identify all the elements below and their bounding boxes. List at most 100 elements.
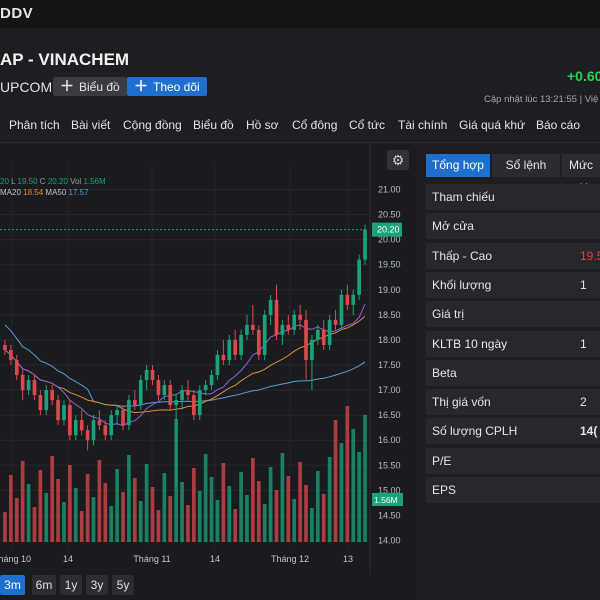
tab-summary[interactable]: Tổng hợp xyxy=(426,154,490,177)
candle-body xyxy=(292,314,297,330)
candle-body xyxy=(97,420,102,426)
summary-row-label: P/E xyxy=(432,453,452,468)
volume-bar xyxy=(251,458,255,542)
brand-logo[interactable]: DDV xyxy=(0,5,34,22)
summary-row-value: 2 xyxy=(580,395,587,410)
volume-bar xyxy=(132,478,137,542)
candle-body xyxy=(109,415,114,436)
tab-reports[interactable]: Báo cáo xyxy=(536,118,581,132)
candle-body xyxy=(209,375,214,386)
ohlc-readout: 20 L 19.50 C 20.20 Vol 1.56M xyxy=(0,177,106,186)
summary-row: Số lượng CPLH 14( xyxy=(426,418,600,445)
candle-body xyxy=(3,344,7,350)
candlestick-chart[interactable]: 21.00 20.50 20.00 19.50 19.00 18.50 18.00 17.50… xyxy=(0,144,416,600)
tab-price-history[interactable]: Giá quá khứ xyxy=(459,118,526,132)
candle-body xyxy=(363,229,367,260)
summary-row-value: 14( xyxy=(580,424,598,439)
chart-button[interactable]: ＋ Biểu đồ xyxy=(53,77,127,96)
candle-body xyxy=(14,359,19,376)
range-6m[interactable]: 6m xyxy=(32,575,56,595)
volume-bar xyxy=(221,463,226,542)
candle-body xyxy=(103,425,108,436)
candle-body xyxy=(73,420,78,436)
candle-body xyxy=(304,319,308,360)
y-tick-label: 16.50 xyxy=(378,410,401,420)
volume-bar xyxy=(180,482,184,542)
candle-body xyxy=(256,329,261,355)
tab-articles[interactable]: Bài viết xyxy=(71,118,111,132)
tab-chart[interactable]: Biểu đồ xyxy=(193,118,234,132)
volume-bar xyxy=(192,468,196,542)
summary-row: Beta xyxy=(426,359,600,386)
volume-bar xyxy=(68,465,72,542)
plus-icon: ＋ xyxy=(134,78,148,94)
tab-shareholders[interactable]: Cổ đông xyxy=(292,118,338,132)
volume-bar xyxy=(203,454,208,542)
plus-icon: ＋ xyxy=(60,78,74,94)
summary-row-label: Khối lượng xyxy=(432,277,492,292)
range-1y[interactable]: 1y xyxy=(60,575,82,595)
tab-orderbook[interactable]: Sổ lệnh xyxy=(492,154,560,177)
y-tick-label: 15.00 xyxy=(378,485,401,495)
summary-row-label: Thị giá vốn xyxy=(432,395,491,410)
follow-button[interactable]: ＋ Theo dõi xyxy=(127,77,207,96)
tab-financials[interactable]: Tài chính xyxy=(398,118,448,132)
follow-button-label: Theo dõi xyxy=(153,80,200,94)
x-tick-label: 14 xyxy=(210,554,220,564)
last-volume-tag: 1.56M xyxy=(374,495,398,505)
volume-bar xyxy=(268,467,273,542)
range-3y[interactable]: 3y xyxy=(86,575,108,595)
summary-row: Tham chiếu xyxy=(426,184,600,210)
volume-bar xyxy=(262,504,267,542)
candle-body xyxy=(239,334,243,355)
candle-body xyxy=(245,324,249,335)
price-chart-panel[interactable]: 21.00 20.50 20.00 19.50 19.00 18.50 18.00 17.50… xyxy=(0,144,416,600)
volume-bar xyxy=(150,487,155,542)
candle-body xyxy=(121,410,125,426)
candle-body xyxy=(192,395,196,416)
tab-profile[interactable]: Hồ sơ xyxy=(246,118,279,132)
candle-body xyxy=(79,420,84,431)
x-tick-label: 14 xyxy=(63,554,73,564)
summary-row: Mở cửa xyxy=(426,213,600,240)
gear-icon[interactable]: ⚙ xyxy=(387,150,409,170)
summary-row-label: Tham chiếu xyxy=(432,190,495,204)
candle-body xyxy=(62,405,66,421)
candle-body xyxy=(56,400,60,421)
y-tick-label: 16.00 xyxy=(378,435,401,445)
summary-row-value: 1 xyxy=(580,277,587,292)
volume-bar xyxy=(3,512,7,542)
candle-body xyxy=(174,400,178,406)
candle-body xyxy=(91,420,96,441)
ma20-label: MA20 xyxy=(0,188,21,197)
volume-bar xyxy=(315,471,320,542)
volume-bar xyxy=(121,492,125,542)
volume-bar xyxy=(298,462,302,542)
candle-body xyxy=(339,294,344,325)
summary-row-value: 1 xyxy=(580,336,587,351)
volume-bar xyxy=(233,509,238,542)
range-3m[interactable]: 3m xyxy=(0,575,25,595)
volume-bar xyxy=(286,476,291,542)
volume-bar xyxy=(333,420,338,542)
y-tick-label: 19.50 xyxy=(378,260,401,270)
range-5y[interactable]: 5y xyxy=(112,575,134,595)
candle-body xyxy=(38,395,43,411)
candle-body xyxy=(186,390,190,396)
volume-bar xyxy=(14,498,19,542)
ma-legend: MA20 18.54 MA50 17.57 xyxy=(0,188,89,197)
y-tick-label: 15.50 xyxy=(378,460,401,470)
tab-price-levels[interactable]: Mức giá xyxy=(562,154,600,195)
ohlc-open: 20 xyxy=(0,177,9,186)
volume-bar xyxy=(239,472,243,542)
tab-community[interactable]: Cộng đồng xyxy=(123,118,182,132)
candle-body xyxy=(221,354,226,360)
y-tick-label: 20.00 xyxy=(378,235,401,245)
candle-body xyxy=(127,400,131,426)
volume-bar xyxy=(20,461,25,542)
tab-dividends[interactable]: Cổ tức xyxy=(349,118,386,132)
ohlc-close-label: C xyxy=(39,177,46,186)
candle-body xyxy=(280,324,285,335)
tab-analysis[interactable]: Phân tích xyxy=(9,118,60,132)
candle-body xyxy=(274,299,279,335)
